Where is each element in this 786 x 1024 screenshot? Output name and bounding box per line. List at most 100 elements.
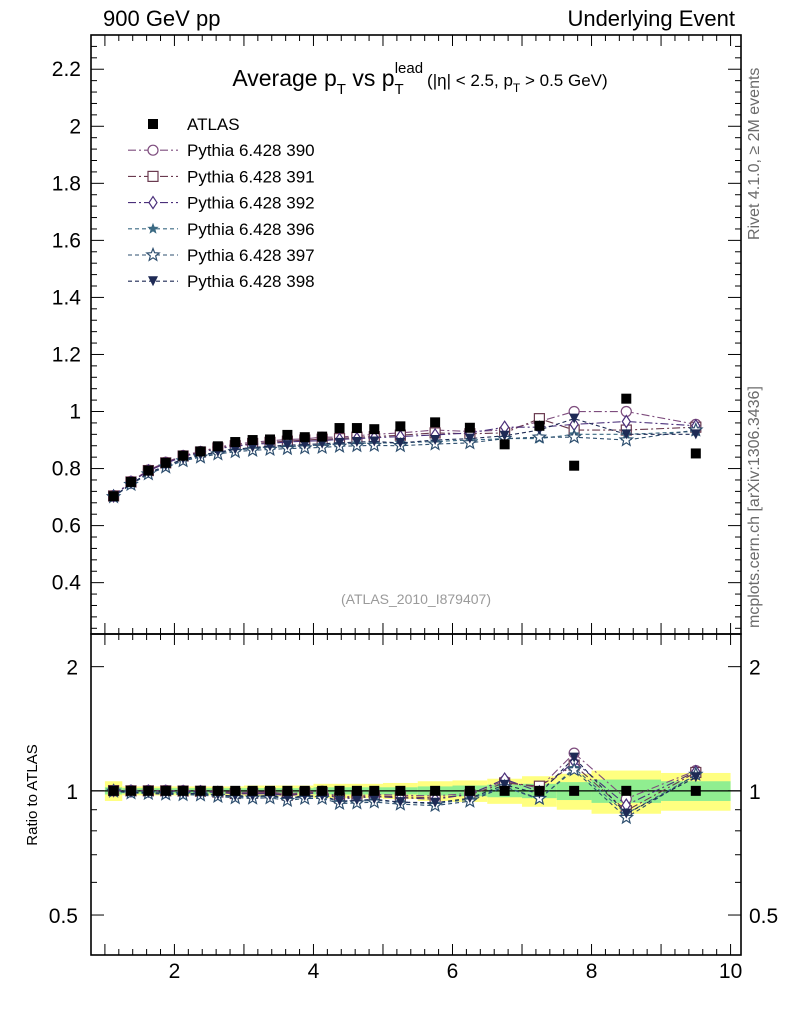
point-s0-22 — [621, 393, 632, 404]
x-tick-label-4: 10 — [719, 960, 742, 983]
legend-label-0: ATLAS — [187, 115, 240, 134]
legend-marker-6 — [148, 276, 158, 287]
point-s0-6 — [212, 441, 223, 452]
ratio-point-s0-15 — [369, 785, 380, 796]
point-s0-0 — [108, 491, 119, 502]
point-s0-15 — [369, 424, 380, 435]
series-line-1 — [113, 410, 696, 497]
ratio-point-s0-22 — [621, 785, 632, 796]
series-line-6 — [113, 418, 696, 497]
point-s0-4 — [178, 450, 189, 461]
series-line-2 — [113, 418, 696, 497]
x-tick-label-2: 6 — [447, 960, 459, 983]
ratio-point-s0-4 — [178, 785, 189, 796]
point-s0-1 — [125, 476, 136, 487]
ratio-point-s0-7 — [230, 785, 241, 796]
y-tick-label-5: 1.4 — [52, 286, 82, 309]
y-tick-label-1: 0.6 — [52, 515, 81, 538]
ratio-point-s6-23 — [690, 772, 701, 783]
point-s6-18 — [464, 433, 475, 444]
point-s0-9 — [265, 434, 276, 445]
ratio-point-s0-12 — [317, 785, 328, 796]
ratio-point-s0-2 — [143, 785, 154, 796]
point-s0-2 — [143, 465, 154, 476]
x-tick-label-3: 8 — [586, 960, 598, 983]
point-s0-20 — [534, 420, 545, 431]
ratio-y-tick-label-right-1: 1 — [749, 781, 761, 804]
ratio-point-s0-19 — [499, 785, 510, 796]
ratio-point-s0-17 — [430, 785, 441, 796]
ratio-point-s0-21 — [569, 785, 580, 796]
chart-title: Average pT vs pTlead(|η| < 2.5, pT > 0.5… — [232, 60, 607, 98]
ratio-point-s0-1 — [125, 785, 136, 796]
ratio-y-tick-label-left-2: 2 — [66, 657, 78, 680]
series-line-5 — [113, 429, 696, 498]
ratio-point-s0-14 — [351, 785, 362, 796]
x-tick-label-1: 4 — [308, 960, 320, 983]
ratio-point-s6-15 — [369, 794, 380, 805]
ratio-point-s0-5 — [195, 785, 206, 796]
ratio-point-s0-20 — [534, 785, 545, 796]
legend-label-1: Pythia 6.428 390 — [187, 141, 315, 160]
ratio-y-tick-label-right-2: 2 — [749, 657, 761, 680]
ratio-point-s6-16 — [395, 797, 406, 808]
point-s0-8 — [247, 435, 258, 446]
legend-marker-1 — [147, 144, 159, 156]
ratio-point-s0-16 — [395, 785, 406, 796]
main-panel-series — [105, 393, 704, 504]
ratio-y-tick-label-left-1: 1 — [66, 781, 78, 804]
axes: 2 4 6 8 10 0.4 0.6 0.8 1 1.2 1.4 1.6 1.8 2 2.2 0.5 0.5 1 1… — [49, 34, 778, 983]
ratio-point-s0-23 — [690, 785, 701, 796]
legend-marker-2 — [147, 170, 159, 182]
point-s0-19 — [499, 439, 510, 450]
legend-marker-5 — [145, 246, 161, 262]
point-s5-22 — [618, 431, 635, 447]
ratio-point-s6-19 — [499, 779, 510, 790]
point-s6-19 — [499, 430, 510, 441]
ratio-point-s0-0 — [108, 785, 119, 796]
point-s6-15 — [369, 436, 380, 447]
point-s6-10 — [282, 440, 293, 451]
legend-label-2: Pythia 6.428 391 — [187, 167, 315, 186]
ratio-axis-label: Ratio to ATLAS — [24, 744, 41, 845]
ratio-point-s0-8 — [247, 785, 258, 796]
point-s5-20 — [531, 429, 548, 444]
ratio-point-s0-9 — [265, 785, 276, 796]
point-s0-17 — [430, 417, 441, 428]
header-process-label: 900 GeV pp — [103, 6, 221, 31]
y-tick-label-6: 1.6 — [52, 229, 81, 252]
legend-marker-4 — [147, 222, 159, 234]
y-tick-label-4: 1.2 — [52, 343, 81, 366]
point-s0-12 — [317, 431, 328, 442]
legend: ATLAS Pythia 6.428 390 Pythia 6.428 391 Pyt… — [128, 115, 315, 291]
legend-marker-0 — [148, 119, 158, 129]
y-tick-label-7: 1.8 — [52, 172, 81, 195]
legend-label-6: Pythia 6.428 398 — [187, 272, 315, 291]
ratio-point-s0-11 — [299, 785, 310, 796]
ratio-point-s6-13 — [334, 796, 345, 807]
legend-label-5: Pythia 6.428 397 — [187, 246, 315, 265]
ratio-y-tick-label-right-0: 0.5 — [749, 905, 778, 928]
ratio-point-s0-10 — [282, 785, 293, 796]
legend-label-3: Pythia 6.428 392 — [187, 194, 315, 213]
ratio-point-s5-21 — [566, 761, 582, 777]
y-tick-label-3: 1 — [69, 401, 81, 424]
point-s0-16 — [395, 421, 406, 432]
point-s0-18 — [464, 422, 475, 433]
ratio-point-s6-17 — [430, 797, 441, 808]
ratio-point-s6-21 — [569, 752, 580, 763]
point-s6-16 — [395, 437, 406, 448]
y-tick-label-2: 0.8 — [52, 458, 81, 481]
ratio-point-s0-3 — [160, 785, 171, 796]
series-line-3 — [113, 420, 696, 497]
legend-marker-3 — [148, 195, 158, 210]
point-s6-23 — [690, 429, 701, 440]
point-s6-13 — [334, 437, 345, 448]
ratio-y-tick-label-left-0: 0.5 — [49, 905, 78, 928]
point-s0-13 — [334, 423, 345, 434]
point-s0-10 — [282, 429, 293, 440]
point-s0-3 — [160, 457, 171, 468]
point-s0-21 — [569, 460, 580, 471]
point-s3-22 — [621, 414, 632, 429]
